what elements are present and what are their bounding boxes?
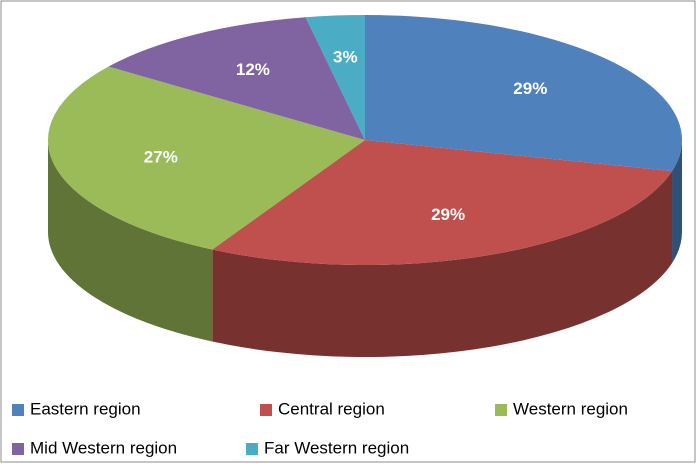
legend-swatch (495, 404, 507, 416)
pie-slice (365, 15, 683, 172)
pie-side (672, 140, 682, 264)
legend-swatch (246, 443, 258, 455)
pie-slice (212, 140, 673, 265)
legend-label: Far Western region (264, 438, 409, 457)
pie-slice (108, 17, 365, 140)
value-label: 29% (513, 79, 547, 98)
pie: 29% 29% 27% 12% 3% (48, 15, 683, 357)
legend-swatch (260, 404, 272, 416)
legend-label: Eastern region (30, 399, 141, 418)
legend-label: Western region (513, 399, 628, 418)
legend-swatch (12, 443, 24, 455)
value-label: 12% (236, 60, 270, 79)
pie-side (48, 140, 213, 342)
legend-swatch (12, 404, 24, 416)
value-label: 3% (333, 47, 358, 66)
pie-slice (305, 15, 365, 140)
value-label: 29% (431, 205, 465, 224)
legend: Eastern region Central region Western regi… (12, 399, 628, 457)
pie-side (212, 171, 673, 357)
legend-label: Central region (278, 399, 385, 418)
value-label: 27% (144, 147, 178, 166)
legend-label: Mid Western region (30, 438, 177, 457)
pie-slice (48, 66, 365, 250)
